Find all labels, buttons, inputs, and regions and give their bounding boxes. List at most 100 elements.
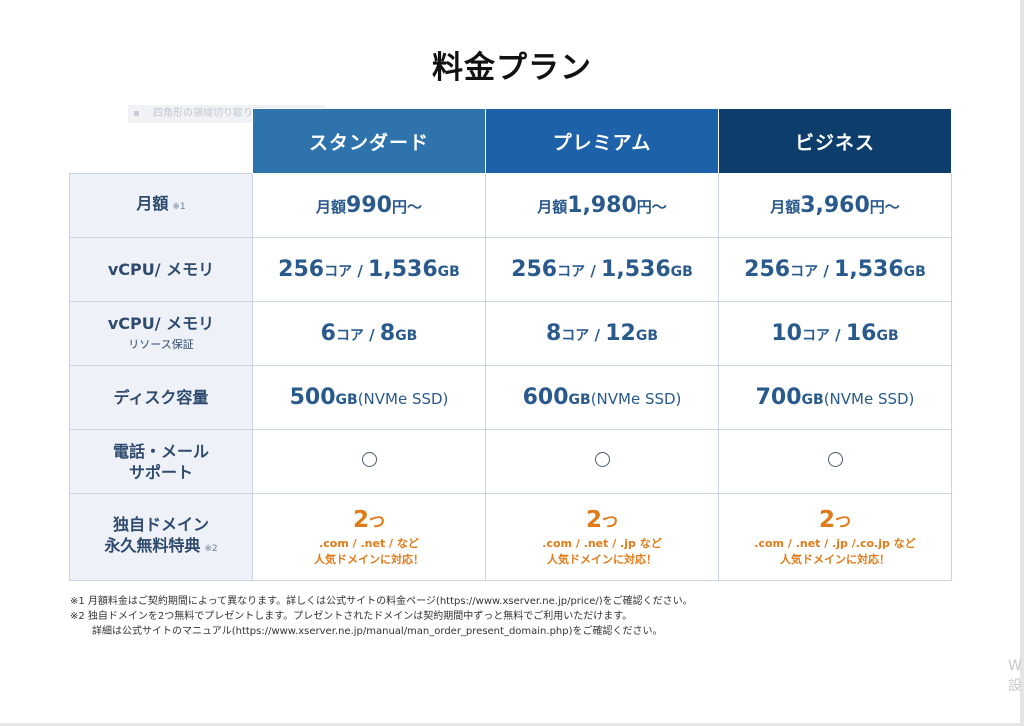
- available-circle-icon: [594, 452, 610, 467]
- price-suffix: 円〜: [636, 198, 667, 216]
- support-label-line2: サポート: [128, 462, 193, 482]
- domain-cell-premium: 2つ .com / .net / .jp など 人気ドメインに対応！: [485, 493, 719, 581]
- domain-tagline: 人気ドメインに対応！: [547, 553, 657, 566]
- watermark-line2: 設: [1008, 678, 1022, 694]
- separator: /: [818, 262, 835, 280]
- guarantee-label-text: vCPU/ メモリ: [107, 313, 215, 333]
- domain-tagline: 人気ドメインに対応！: [314, 553, 424, 566]
- vcpu-cores: 256: [511, 257, 558, 282]
- disk-value: 700: [755, 385, 802, 410]
- domain-label-line1: 独自ドメイン: [112, 515, 209, 534]
- memory-unit: GB: [437, 264, 460, 280]
- price-value: 990: [346, 193, 392, 218]
- disk-cell-premium: 600GB(NVMe SSD): [485, 365, 719, 430]
- separator: /: [589, 326, 606, 344]
- core-unit: コア: [335, 328, 364, 344]
- price-note: ※1: [172, 202, 186, 212]
- watermark-line1: W: [1008, 658, 1022, 674]
- footnotes: ※1 月額料金はご契約期間によって異なります。詳しくは公式サイトの料金ページ(h…: [70, 594, 970, 639]
- page-edge: [1020, 0, 1024, 726]
- core-unit: コア: [790, 264, 819, 280]
- disk-label: ディスク容量: [69, 365, 253, 430]
- disk-type: (NVMe SSD): [357, 390, 449, 408]
- separator: /: [829, 326, 846, 344]
- separator: /: [585, 262, 602, 280]
- snip-placeholder-text: 四角形の領域切り取り例: [153, 108, 263, 119]
- plan-header-standard: スタンダード: [252, 108, 486, 174]
- domain-label: 独自ドメイン 永久無料特典 ※2: [69, 493, 253, 581]
- disk-cell-business: 700GB(NVMe SSD): [718, 365, 952, 430]
- core-unit: コア: [557, 264, 586, 280]
- domain-cell-standard: 2つ .com / .net / など 人気ドメインに対応！: [252, 493, 486, 581]
- price-suffix: 円〜: [869, 198, 900, 216]
- guarantee-cores: 8: [545, 321, 562, 346]
- support-row: 電話・メール サポート: [69, 429, 952, 494]
- price-suffix: 円〜: [391, 198, 422, 216]
- price-prefix: 月額: [770, 198, 801, 216]
- price-label-text: 月額: [136, 194, 169, 213]
- guarantee-memory: 8: [379, 321, 396, 346]
- domain-tlds: .com / .net / .jp /.co.jp など: [754, 537, 916, 550]
- core-unit: コア: [561, 328, 590, 344]
- domain-note: ※2: [204, 544, 218, 554]
- disk-cell-standard: 500GB(NVMe SSD): [252, 365, 486, 430]
- guarantee-cores: 10: [771, 321, 802, 346]
- disk-unit: GB: [801, 392, 824, 408]
- guarantee-cell-premium: 8コア / 12GB: [485, 301, 719, 366]
- page-title: 料金プラン: [432, 50, 592, 86]
- vcpu-memory: 1,536: [368, 257, 438, 282]
- price-cell-business: 月額3,960円〜: [718, 173, 952, 238]
- vcpu-cell-business: 256コア / 1,536GB: [718, 237, 952, 302]
- activation-watermark: W 設: [1008, 656, 1022, 696]
- price-prefix: 月額: [537, 198, 568, 216]
- guarantee-sublabel: リソース保証: [128, 337, 194, 351]
- snip-icon: [134, 110, 139, 116]
- core-unit: コア: [324, 264, 353, 280]
- available-circle-icon: [361, 452, 377, 467]
- page-edge-bottom: [0, 723, 1024, 726]
- guarantee-cores: 6: [320, 321, 336, 346]
- domain-tlds: .com / .net / など: [319, 537, 419, 550]
- disk-unit: GB: [568, 392, 591, 408]
- guarantee-row: vCPU/ メモリ リソース保証 6コア / 8GB 8コア / 12GB 10コ…: [69, 301, 952, 366]
- footnote-1: ※1 月額料金はご契約期間によって異なります。詳しくは公式サイトの料金ページ(h…: [70, 596, 693, 607]
- disk-type: (NVMe SSD): [590, 390, 682, 408]
- pricing-table: スタンダード プレミアム ビジネス 月額 ※1 月額990円〜 月額1,980円〜…: [69, 108, 952, 581]
- vcpu-label: vCPU/ メモリ: [69, 237, 253, 302]
- price-prefix: 月額: [316, 198, 347, 216]
- support-cell-business: [718, 429, 952, 494]
- memory-unit: GB: [876, 328, 899, 344]
- disk-unit: GB: [335, 392, 358, 408]
- domain-count-unit: つ: [602, 512, 619, 531]
- domain-count-unit: つ: [369, 512, 386, 531]
- support-label-line1: 電話・メール: [112, 441, 209, 461]
- vcpu-memory: 1,536: [601, 257, 671, 282]
- guarantee-memory: 16: [845, 321, 877, 346]
- domain-count-unit: つ: [835, 512, 852, 531]
- domain-row: 独自ドメイン 永久無料特典 ※2 2つ .com / .net / など 人気ドメイ…: [69, 493, 952, 581]
- disk-value: 600: [522, 385, 569, 410]
- price-row: 月額 ※1 月額990円〜 月額1,980円〜 月額3,960円〜: [69, 173, 952, 238]
- available-circle-icon: [827, 452, 843, 467]
- domain-cell-business: 2つ .com / .net / .jp /.co.jp など 人気ドメインに対…: [718, 493, 952, 581]
- plan-header-premium: プレミアム: [485, 108, 719, 174]
- vcpu-memory: 1,536: [834, 257, 904, 282]
- disk-value: 500: [289, 385, 336, 410]
- vcpu-cell-standard: 256コア / 1,536GB: [252, 237, 486, 302]
- guarantee-cell-standard: 6コア / 8GB: [252, 301, 486, 366]
- price-cell-standard: 月額990円〜: [252, 173, 486, 238]
- price-value: 3,960: [800, 193, 870, 218]
- domain-tlds: .com / .net / .jp など: [542, 537, 662, 550]
- support-label: 電話・メール サポート: [69, 429, 253, 494]
- disk-type: (NVMe SSD): [823, 390, 915, 408]
- guarantee-memory: 12: [605, 321, 636, 346]
- price-label: 月額 ※1: [69, 173, 253, 238]
- support-cell-standard: [252, 429, 486, 494]
- vcpu-row: vCPU/ メモリ 256コア / 1,536GB 256コア / 1,536G…: [69, 237, 952, 302]
- memory-unit: GB: [903, 264, 926, 280]
- vcpu-cores: 256: [744, 257, 791, 282]
- domain-tagline: 人気ドメインに対応！: [780, 553, 890, 566]
- memory-unit: GB: [395, 328, 418, 344]
- footnote-2: ※2 独自ドメインを2つ無料でプレゼントします。プレゼントされたドメインは契約期…: [70, 611, 633, 622]
- vcpu-cores: 256: [278, 257, 325, 282]
